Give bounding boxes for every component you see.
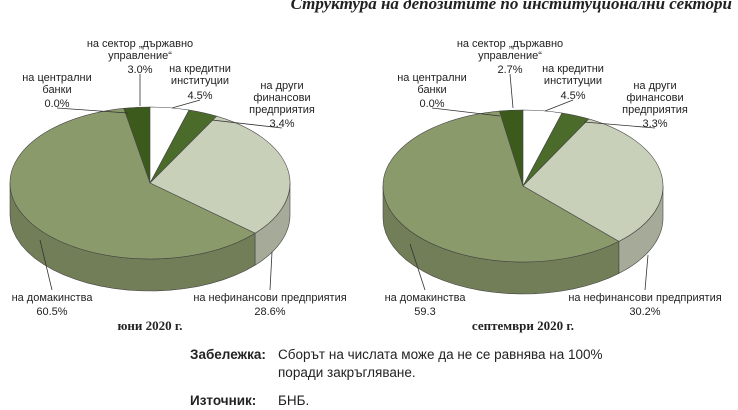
slice-label: на други финансови предприятия (622, 80, 688, 116)
slice-value: 2.7% (497, 64, 523, 76)
leader-line (544, 99, 574, 112)
pie-top (149, 115, 291, 234)
slice-value: 0.0% (419, 98, 445, 110)
leader-line (269, 251, 273, 291)
source: Източник: БНБ. (190, 392, 638, 410)
pie-top (382, 110, 620, 263)
leader-line (171, 99, 201, 109)
note-label: Забележка: (190, 347, 266, 362)
note-text: Сборът на числата може да не се равнява … (278, 347, 603, 380)
leader-line (509, 73, 514, 109)
slice-label: на домакинства (11, 292, 93, 304)
slice-label: на сектор „държавно управление“ (86, 38, 194, 62)
slice-label: на други финансови предприятия (249, 80, 315, 116)
slice-label: на кредитни институции (542, 63, 604, 87)
slice-value: 3.3% (642, 118, 668, 130)
slice-label: на централни банки (22, 72, 92, 96)
leader-line (211, 119, 283, 129)
leader-line (431, 107, 501, 117)
slice-value: 3.0% (127, 64, 153, 76)
leader-line (39, 239, 53, 291)
source-text: БНБ. (278, 393, 310, 408)
source-label: Източник: (190, 393, 257, 408)
pie-slice (382, 110, 620, 295)
slice-value: 28.6% (254, 306, 286, 318)
leader-line (409, 243, 426, 291)
chart-caption: юни 2020 г. (117, 318, 183, 333)
slice-value: 0.0% (44, 98, 70, 110)
slice-value: 59.3 (414, 306, 436, 318)
slice-value: 60.5% (36, 306, 68, 318)
chart-caption: септември 2020 г. (471, 318, 575, 333)
leader-line (583, 121, 656, 129)
slice-label: на централни банки (397, 72, 467, 96)
slice-label: на кредитни институции (169, 63, 231, 87)
pie-slice (9, 108, 256, 292)
slice-value: 4.5% (560, 90, 586, 102)
leader-line (644, 254, 649, 291)
slice-label: на нефинансови предприятия (568, 292, 722, 304)
slice-label: на сектор „държавно управление“ (456, 38, 564, 62)
note: Забележка: Сборът на числата може да не … (190, 346, 638, 382)
pie-top (522, 118, 664, 242)
slice-value: 3.4% (269, 118, 295, 130)
slice-value: 30.2% (629, 306, 661, 318)
slice-value: 4.5% (187, 90, 213, 102)
pie-top (9, 108, 256, 260)
chart-title: Структура на депозитите по институционал… (290, 0, 732, 13)
slice-label: на нефинансови предприятия (193, 292, 347, 304)
leader-line (56, 107, 129, 114)
slice-label: на домакинства (384, 292, 466, 304)
